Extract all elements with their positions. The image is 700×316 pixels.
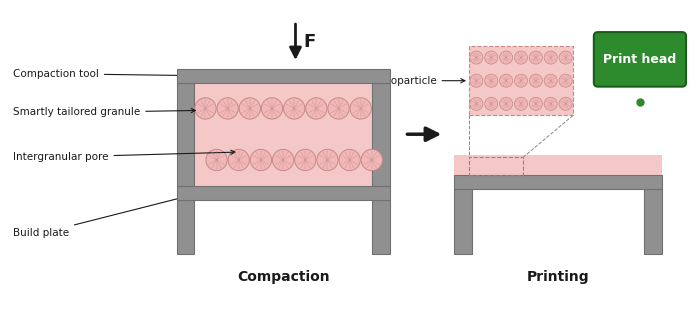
Circle shape: [559, 74, 572, 87]
Bar: [176, 186, 390, 200]
FancyBboxPatch shape: [594, 32, 686, 87]
Circle shape: [261, 98, 283, 119]
Circle shape: [529, 97, 542, 110]
Circle shape: [306, 98, 327, 119]
Circle shape: [544, 97, 557, 110]
Bar: [176, 200, 195, 254]
Circle shape: [272, 149, 294, 171]
Bar: [372, 83, 390, 186]
Circle shape: [361, 149, 382, 171]
Circle shape: [484, 51, 498, 64]
Circle shape: [559, 97, 572, 110]
Circle shape: [500, 97, 512, 110]
Circle shape: [470, 51, 483, 64]
Circle shape: [500, 74, 512, 87]
Circle shape: [484, 74, 498, 87]
Circle shape: [239, 98, 260, 119]
Circle shape: [500, 51, 512, 64]
Circle shape: [514, 97, 528, 110]
Circle shape: [217, 98, 238, 119]
Bar: [176, 83, 195, 186]
Circle shape: [295, 149, 316, 171]
Bar: [454, 189, 472, 254]
Text: Intergranular pore: Intergranular pore: [13, 150, 235, 162]
Circle shape: [529, 51, 542, 64]
Circle shape: [284, 98, 304, 119]
Bar: [454, 175, 662, 189]
Circle shape: [317, 149, 338, 171]
Circle shape: [529, 74, 542, 87]
Circle shape: [559, 51, 572, 64]
Text: Printing: Printing: [527, 270, 589, 284]
Circle shape: [350, 98, 372, 119]
Bar: [645, 189, 662, 254]
Bar: [176, 69, 390, 83]
Circle shape: [470, 97, 483, 110]
Circle shape: [228, 149, 249, 171]
Circle shape: [251, 149, 272, 171]
Bar: [195, 83, 372, 186]
Circle shape: [206, 149, 228, 171]
Circle shape: [514, 74, 528, 87]
Bar: [469, 46, 573, 115]
Circle shape: [470, 74, 483, 87]
Text: Build plate: Build plate: [13, 193, 197, 238]
Text: F: F: [303, 33, 316, 51]
Text: Print head: Print head: [603, 53, 677, 66]
Text: Compaction: Compaction: [237, 270, 330, 284]
Circle shape: [195, 98, 216, 119]
Circle shape: [484, 97, 498, 110]
Circle shape: [339, 149, 361, 171]
Circle shape: [544, 51, 557, 64]
Text: Compaction tool: Compaction tool: [13, 69, 200, 79]
Bar: [469, 157, 524, 175]
Text: Smartly tailored granule: Smartly tailored granule: [13, 107, 195, 118]
Circle shape: [514, 51, 528, 64]
Circle shape: [544, 74, 557, 87]
Circle shape: [328, 98, 349, 119]
Bar: [454, 155, 662, 175]
Text: Nanoparticle: Nanoparticle: [370, 76, 465, 86]
Bar: [372, 200, 390, 254]
